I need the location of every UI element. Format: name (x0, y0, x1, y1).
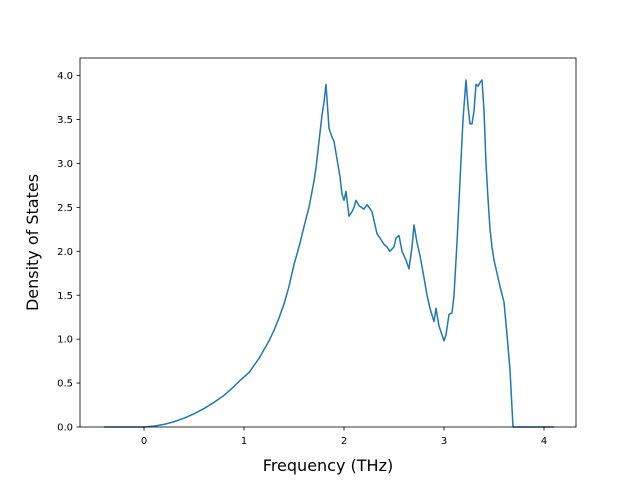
y-tick-label: 2.0 (57, 247, 73, 258)
y-axis-label: Density of States (23, 174, 42, 311)
x-tick-label: 2 (341, 436, 347, 447)
x-axis-label: Frequency (THz) (263, 456, 393, 475)
y-tick-label: 1.0 (57, 335, 73, 346)
dos-series-line (104, 79, 554, 428)
y-tick-label: 0.0 (57, 423, 73, 434)
y-tick-label: 3.5 (57, 115, 73, 126)
y-tick-label: 1.5 (57, 291, 73, 302)
x-tick-label: 1 (241, 436, 247, 447)
y-tick-label: 3.0 (57, 159, 73, 170)
x-tick-label: 4 (541, 436, 547, 447)
y-tick-label: 4.0 (57, 71, 73, 82)
x-axis-ticks: 0 1 2 3 4 (141, 427, 547, 447)
axes-frame (79, 57, 577, 428)
x-tick-label: 0 (141, 436, 147, 447)
y-tick-label: 2.5 (57, 203, 73, 214)
y-tick-label: 0.5 (57, 379, 73, 390)
plot-area (104, 79, 554, 428)
y-axis-ticks: 0.0 0.5 1.0 1.5 2.0 2.5 3.0 3.5 4.0 (57, 71, 80, 434)
x-tick-label: 3 (441, 436, 447, 447)
